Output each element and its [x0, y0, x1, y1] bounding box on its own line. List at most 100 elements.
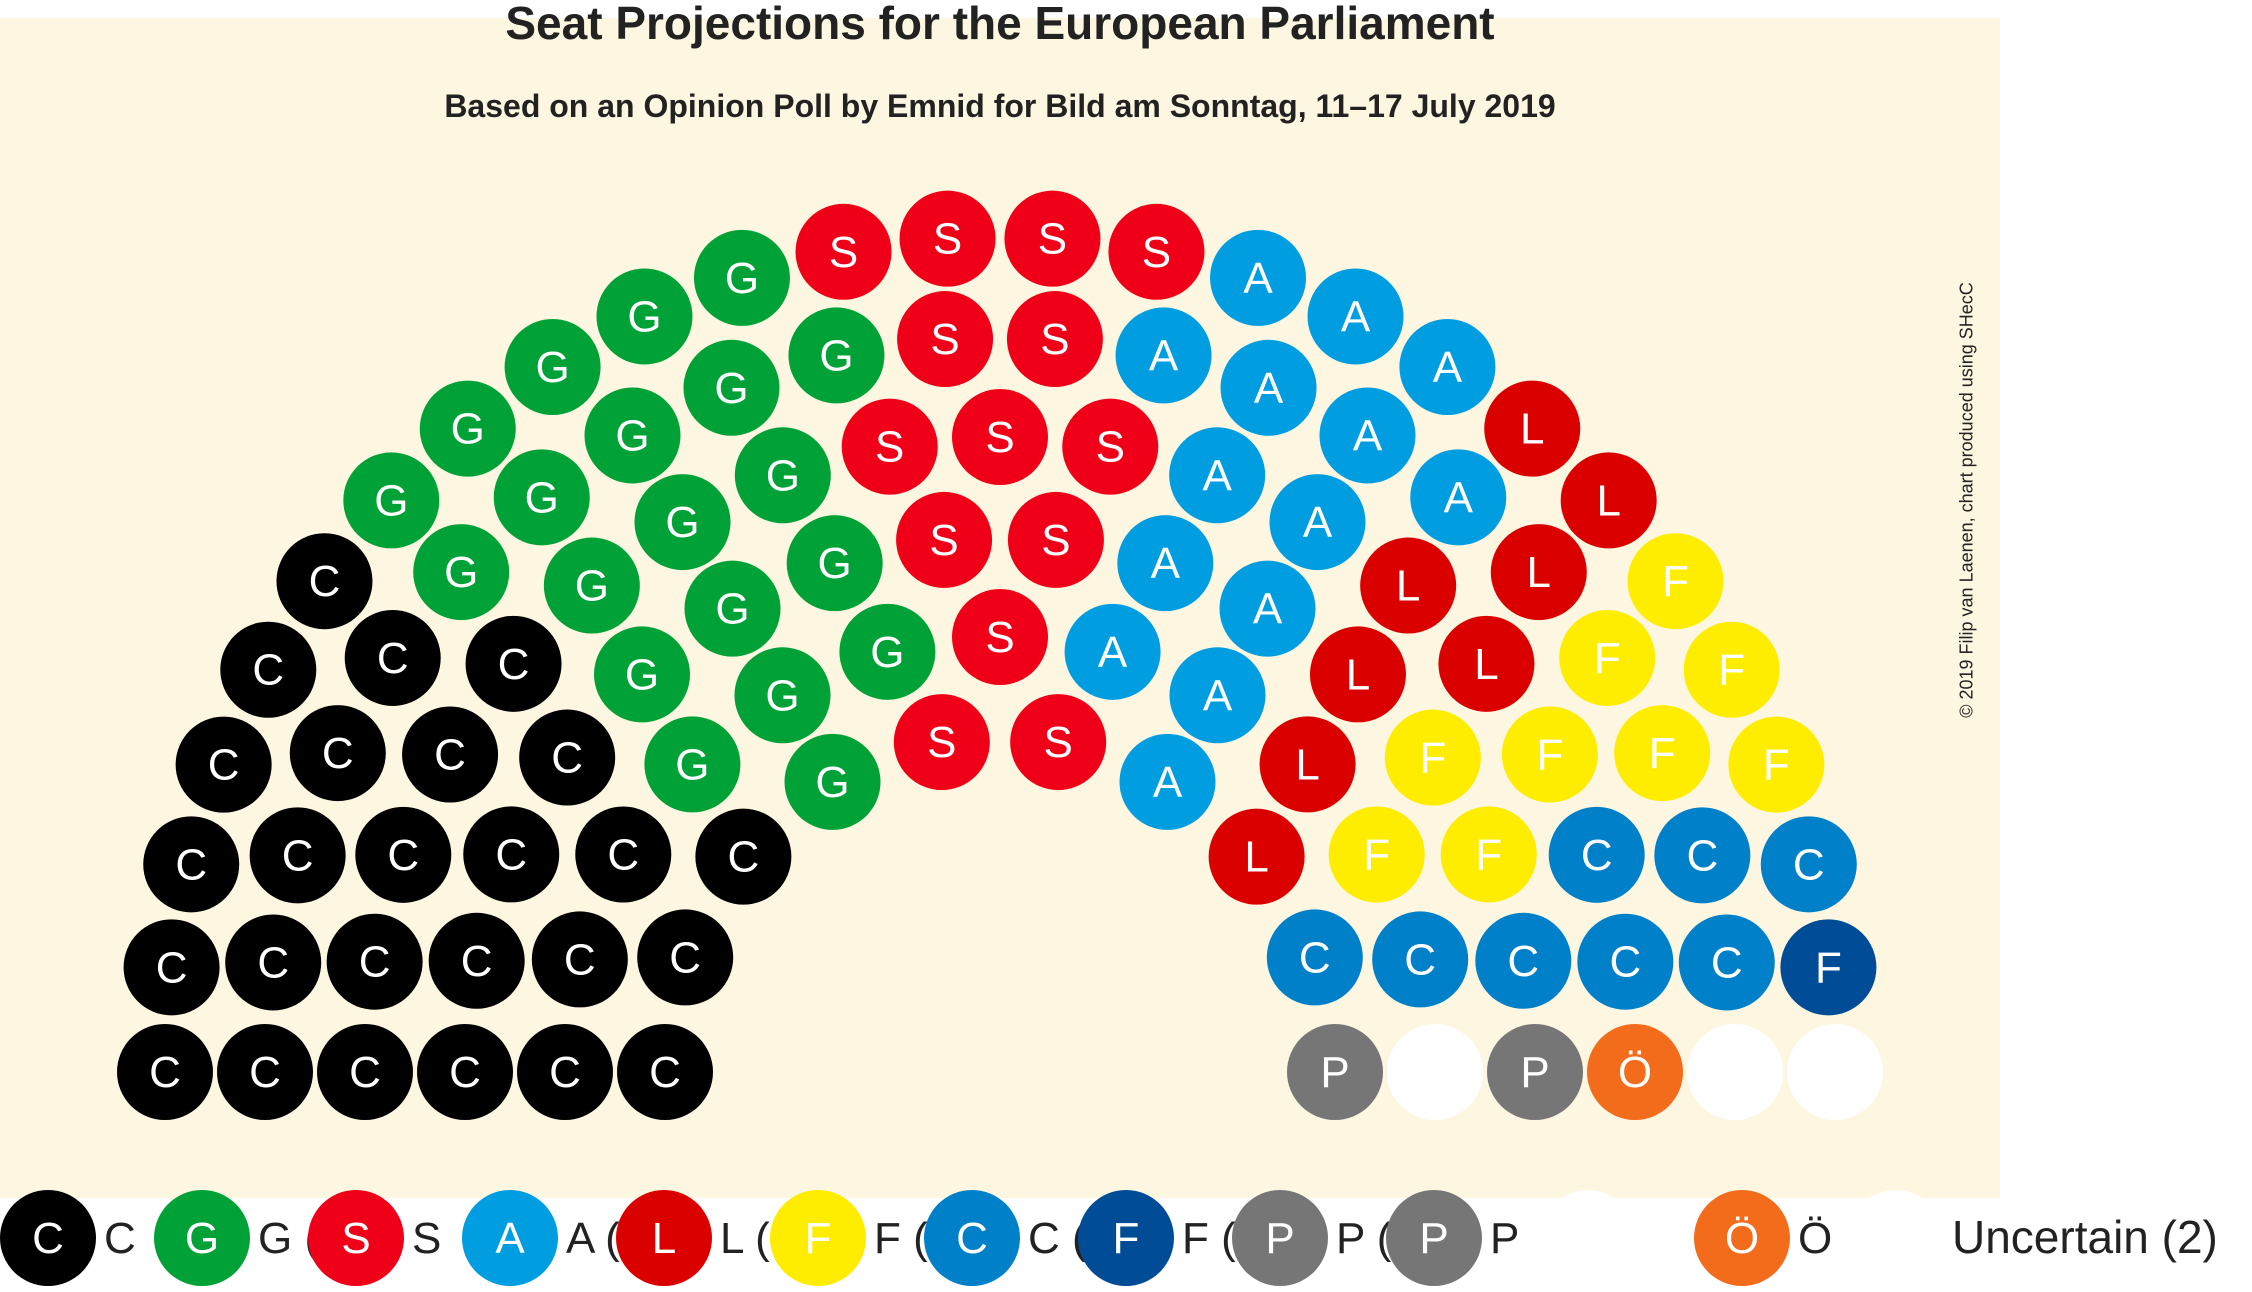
seat-circle [584, 387, 681, 484]
seat-1-9: C [326, 913, 423, 1010]
seat-letter: C [377, 634, 409, 683]
seat-letter: S [1038, 215, 1067, 264]
seat-circle [1728, 716, 1825, 813]
seat-circle [1266, 909, 1363, 1006]
seat-4-1: A [1115, 307, 1212, 404]
seat-letter: A [1203, 671, 1233, 720]
legend-swatch-letter: A [495, 1214, 525, 1263]
seat-letter: S [1142, 228, 1171, 277]
seat-letter: L [1396, 562, 1420, 611]
seat-4-10: A [1219, 560, 1316, 657]
seat-5-2: L [1360, 537, 1457, 634]
legend-swatch [770, 1190, 866, 1286]
seat-letter: C [449, 1048, 481, 1097]
legend-swatch [1078, 1190, 1174, 1286]
seat-letter: S [875, 423, 904, 472]
seat-12-1: Ö [1587, 1024, 1683, 1120]
legend-swatch [1386, 1190, 1482, 1286]
seat-circle [417, 1024, 513, 1120]
seat-2-14: G [596, 268, 693, 365]
seat-letter: G [374, 476, 408, 525]
seat-letter: C [495, 830, 527, 879]
seat-circle [1678, 914, 1775, 1011]
seat-circle [1307, 268, 1404, 365]
seat-letter: G [525, 473, 559, 522]
seat-2-8: G [504, 318, 601, 415]
seat-circle [1548, 806, 1645, 903]
seat-letter: G [765, 671, 799, 720]
seat-letter: F [1363, 831, 1390, 880]
seat-circle [683, 339, 780, 436]
legend-swatch [308, 1190, 404, 1286]
seat-letter: A [1433, 343, 1463, 392]
legend-swatch [1540, 1190, 1636, 1286]
seat-circle [1780, 919, 1877, 1016]
seat-letter: P [1320, 1048, 1349, 1097]
seat-circle [617, 1024, 713, 1120]
seat-letter: C [249, 1048, 281, 1097]
seat-4-11: A [1269, 474, 1366, 571]
legend-swatch-letter: P [1265, 1214, 1294, 1263]
seat-7-4: C [1372, 911, 1469, 1008]
seat-letter: P [1520, 1048, 1549, 1097]
seat-circle [343, 452, 440, 549]
seat-letter: G [815, 758, 849, 807]
seat-letter: L [1474, 640, 1498, 689]
seat-circle [1117, 515, 1214, 612]
seat-circle [1269, 474, 1366, 571]
seat-letter: F [1419, 734, 1446, 783]
seat-circle [1169, 647, 1266, 744]
seat-letter: A [1253, 585, 1283, 634]
seat-1-2: C [517, 1024, 613, 1120]
seat-letter: Ö [1618, 1048, 1652, 1097]
seat-3-14: S [1108, 203, 1205, 300]
seat-letter: G [444, 548, 478, 597]
seat-11-1 [1387, 1024, 1483, 1120]
seat-letter: L [1520, 405, 1544, 454]
seat-letter: S [927, 718, 956, 767]
seat-circle [1654, 807, 1751, 904]
seat-letter: G [870, 628, 904, 677]
seat-3-3: S [841, 398, 938, 495]
seat-circle [1006, 291, 1103, 388]
seat-5-1: L [1484, 380, 1581, 477]
seat-7-2: C [1548, 806, 1645, 903]
seat-letter: A [1254, 364, 1284, 413]
seat-1-14: C [637, 909, 734, 1006]
seat-circle [413, 524, 510, 621]
seat-5-8: L [1438, 615, 1535, 712]
seat-letter: S [1096, 423, 1125, 472]
seat-letter: C [257, 938, 289, 987]
seat-1-3: C [417, 1024, 513, 1120]
seat-letter: C [309, 557, 341, 606]
seat-letter: C [649, 1048, 681, 1097]
seat-circle [1219, 560, 1316, 657]
seat-circle [1259, 716, 1356, 813]
seat-circle [594, 626, 691, 723]
seat-4-4: A [1117, 515, 1214, 612]
seat-letter: G [625, 650, 659, 699]
seat-circle [143, 816, 240, 913]
legend-label: Ö [1798, 1214, 1832, 1263]
seat-2-3: G [644, 716, 741, 813]
seat-circle [575, 806, 672, 903]
seat-circle [1309, 626, 1406, 723]
seat-2-17: G [786, 515, 883, 612]
seat-1-19: C [220, 621, 317, 718]
seat-3-11: S [1007, 491, 1104, 588]
chart-subtitle: Based on an Opinion Poll by Emnid for Bi… [444, 88, 1556, 124]
seat-circle [695, 808, 792, 905]
seat-7-7: C [1577, 913, 1674, 1010]
seat-circle [465, 615, 562, 712]
seat-circle [1560, 452, 1657, 549]
legend-label: Uncertain (2) [1952, 1211, 2218, 1263]
seat-letter: F [1649, 729, 1676, 778]
seat-letter: G [715, 585, 749, 634]
seat-letter: C [252, 646, 284, 695]
seat-circle [896, 491, 993, 588]
seat-1-10: C [428, 912, 525, 1009]
seat-circle [1169, 427, 1266, 524]
